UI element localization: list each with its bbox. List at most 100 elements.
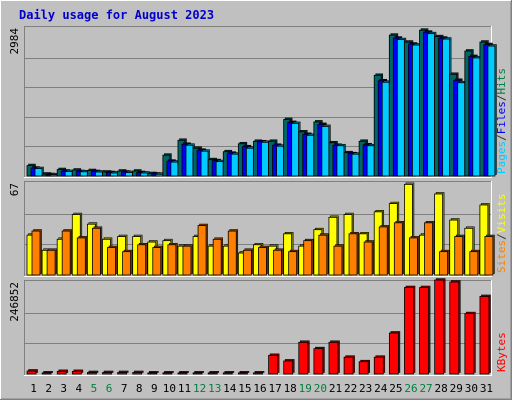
bar-sites-day-25	[393, 221, 405, 276]
x-tick-label: 23	[359, 382, 372, 395]
bar-sites-day-19	[303, 238, 314, 276]
bar-sites-day-10	[167, 242, 178, 276]
bar-kbytes-day-6	[102, 370, 114, 375]
x-tick-label: 5	[91, 382, 98, 395]
x-tick-label: 31	[480, 382, 493, 395]
bar-kbytes-day-18	[283, 359, 295, 375]
x-tick-label: 4	[76, 382, 83, 395]
legend-entry: /	[495, 134, 508, 141]
bar-sites-day-27	[424, 221, 435, 276]
bar-kbytes-day-17	[268, 353, 280, 375]
bar-kbytes-day-22	[343, 355, 355, 375]
bar-sites-day-4	[76, 236, 88, 276]
bar-kbytes-day-1	[26, 369, 38, 375]
bar-kbytes-day-9	[147, 371, 159, 375]
bar-kbytes-day-20	[313, 346, 325, 375]
x-tick-label: 6	[106, 382, 113, 395]
bar-kbytes-day-27	[419, 285, 431, 375]
bar-kbytes-day-3	[56, 369, 69, 375]
bar-sites-day-22	[348, 232, 359, 276]
bar-kbytes-day-7	[117, 370, 129, 375]
bar-kbytes-day-11	[177, 371, 189, 375]
bar-kbytes-day-12	[192, 371, 204, 375]
x-tick-label: 16	[253, 382, 266, 395]
bar-kbytes-day-15	[238, 371, 250, 375]
bar-kbytes-day-29	[449, 280, 461, 375]
y-max-label: 67	[8, 183, 21, 196]
bar-kbytes-day-8	[132, 370, 144, 375]
bar-kbytes-day-19	[298, 340, 310, 375]
bar-kbytes-day-21	[328, 340, 340, 375]
chart-title: Daily usage for August 2023	[19, 8, 214, 22]
bar-sites-day-15	[242, 248, 254, 276]
x-tick-label: 10	[163, 382, 176, 395]
bar-kbytes-day-14	[222, 371, 235, 375]
bar-sites-day-3	[61, 229, 72, 276]
bar-sites-day-6	[107, 245, 118, 276]
legend-entry: /	[495, 233, 508, 240]
bar-kbytes-day-25	[388, 331, 401, 375]
legend-entry: Files	[495, 101, 508, 134]
bar-kbytes-day-31	[479, 294, 491, 375]
bar-sites-day-8	[137, 242, 148, 276]
x-tick-label: 22	[344, 382, 357, 395]
bar-sites-day-9	[152, 245, 163, 276]
bar-kbytes-day-13	[207, 371, 220, 375]
x-tick-label: 12	[193, 382, 206, 395]
legend-visits-sites: Sites/Visits	[495, 194, 508, 274]
bar-kbytes-day-23	[358, 359, 370, 375]
bar-sites-day-17	[273, 248, 284, 276]
bar-sites-day-13	[212, 237, 223, 276]
legend-entry: Sites	[495, 240, 508, 273]
x-tick-label: 11	[178, 382, 191, 395]
bar-sites-day-16	[258, 245, 269, 276]
bar-sites-day-7	[122, 249, 133, 276]
bar-sites-day-24	[378, 225, 390, 276]
x-tick-label: 29	[450, 382, 463, 395]
x-tick-label: 25	[389, 382, 402, 395]
x-tick-label: 1	[30, 382, 37, 395]
bar-sites-day-23	[363, 240, 374, 276]
bar-sites-day-1	[31, 229, 42, 276]
bar-kbytes-day-10	[162, 371, 174, 375]
x-tick-label: 27	[419, 382, 432, 395]
y-max-label: 246852	[8, 282, 21, 322]
bar-sites-day-29	[454, 234, 465, 276]
x-tick-label: 19	[299, 382, 312, 395]
legend-kbytes: KBytes	[495, 332, 508, 372]
legend-hits-files-pages: Pages/Files/Hits	[495, 68, 508, 174]
x-tick-label: 13	[208, 382, 221, 395]
bar-sites-day-28	[439, 249, 450, 276]
bar-sites-day-21	[333, 244, 344, 276]
bar-sites-day-2	[46, 248, 57, 276]
y-max-label: 2984	[8, 28, 21, 55]
legend-entry: KBytes	[495, 332, 508, 372]
bar-sites-day-14	[227, 229, 239, 276]
x-tick-label: 7	[121, 382, 128, 395]
bar-kbytes-day-16	[253, 371, 265, 375]
legend-entry: /	[495, 95, 508, 102]
x-tick-label: 21	[329, 382, 342, 395]
bar-sites-day-20	[318, 233, 329, 276]
x-tick-label: 14	[223, 382, 237, 395]
bar-pages-day-31	[487, 44, 497, 177]
legend-entry: Pages	[495, 141, 508, 174]
bar-kbytes-day-24	[373, 355, 386, 375]
bar-sites-day-18	[288, 249, 299, 276]
x-tick-label: 18	[284, 382, 297, 395]
bar-sites-day-31	[484, 234, 495, 276]
bar-sites-day-5	[91, 226, 103, 276]
x-tick-label: 24	[374, 382, 388, 395]
bar-sites-day-30	[469, 249, 480, 276]
x-tick-label: 30	[465, 382, 478, 395]
bar-pages-day-1	[34, 166, 44, 177]
x-tick-label: 2	[45, 382, 52, 395]
x-tick-label: 15	[238, 382, 251, 395]
bar-sites-day-26	[409, 236, 420, 276]
legend-entry: Hits	[495, 68, 508, 95]
bar-kbytes-day-26	[404, 285, 416, 375]
bar-kbytes-day-4	[71, 369, 84, 375]
panel-kbytes: 246852 KBytes	[8, 278, 508, 376]
x-tick-label: 3	[60, 382, 67, 395]
